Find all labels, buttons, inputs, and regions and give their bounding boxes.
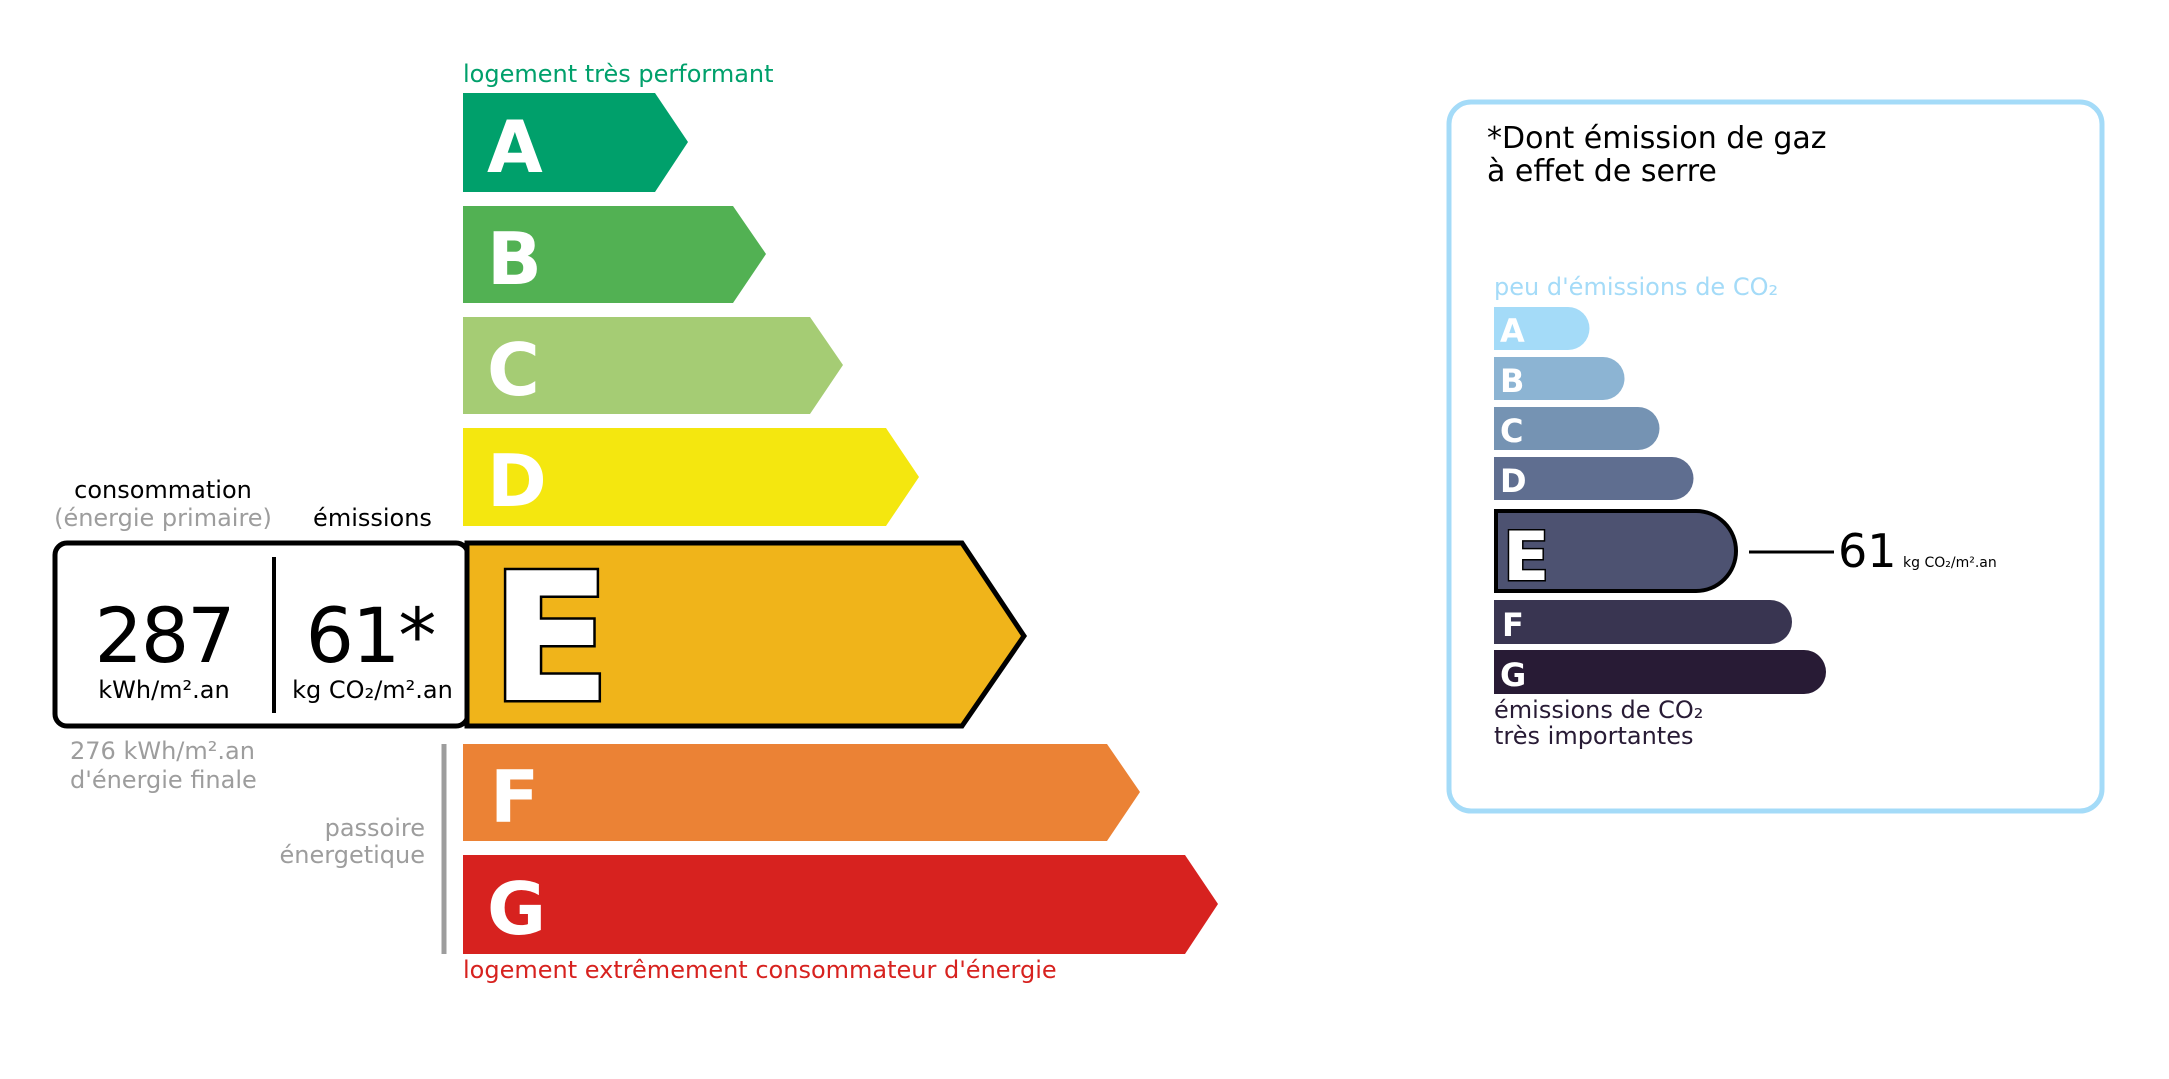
ghg-title-line1: *Dont émission de gaz <box>1487 121 1827 156</box>
ghg-letter-d: D <box>1500 462 1527 500</box>
energy-bar-a <box>463 93 688 192</box>
emissions-label: émissions <box>313 504 432 532</box>
ghg-bar-a <box>1494 307 1590 350</box>
energy-letter-e: E <box>490 535 612 742</box>
energy-letter-f: F <box>490 755 539 839</box>
ghg-unit: kg CO₂/m².an <box>1903 555 1997 571</box>
consumption-label: consommation <box>74 476 252 504</box>
emissions-unit: kg CO₂/m².an <box>292 676 453 704</box>
energy-bar-f <box>463 744 1140 841</box>
energy-bar-e-current <box>464 540 1028 729</box>
ghg-bar-b <box>1494 357 1625 400</box>
energy-bar-b <box>463 206 766 303</box>
consumption-unit: kWh/m².an <box>98 676 230 704</box>
energy-letter-d: D <box>487 439 547 523</box>
ghg-letter-c: C <box>1500 412 1523 450</box>
passoire-line2: énergetique <box>279 841 425 869</box>
energy-bar-g <box>463 855 1218 954</box>
ghg-bottom-label-line1: émissions de CO₂ <box>1494 696 1704 724</box>
ghg-letter-b: B <box>1500 362 1524 400</box>
ghg-letter-e: E <box>1503 518 1549 597</box>
ghg-bar-g <box>1494 650 1826 694</box>
energy-top-label: logement très performant <box>463 60 774 88</box>
energy-letter-c: C <box>487 328 540 412</box>
emissions-value: 61* <box>305 591 437 680</box>
energy-letter-a: A <box>487 105 543 189</box>
ghg-value: 61 <box>1838 524 1897 578</box>
ghg-letter-f: F <box>1502 606 1524 644</box>
energy-letter-g: G <box>487 867 546 951</box>
final-energy-line1: 276 kWh/m².an <box>70 737 255 765</box>
consumption-sublabel: (énergie primaire) <box>54 504 272 532</box>
ghg-bar-c <box>1494 407 1660 450</box>
ghg-bar-f <box>1494 600 1792 644</box>
ghg-bar-d <box>1494 457 1694 500</box>
passoire-line1: passoire <box>324 814 425 842</box>
energy-bar-d <box>463 428 919 526</box>
ghg-bottom-label-line2: très importantes <box>1494 722 1694 750</box>
ghg-letter-a: A <box>1500 312 1525 350</box>
energy-bottom-label: logement extrêmement consommateur d'éner… <box>463 956 1057 984</box>
consumption-value: 287 <box>94 591 235 680</box>
ghg-title-line2: à effet de serre <box>1487 154 1717 189</box>
ghg-bar-e-current <box>1494 509 1738 593</box>
energy-bar-c <box>463 317 843 414</box>
final-energy-line2: d'énergie finale <box>70 766 257 794</box>
energy-letter-b: B <box>487 217 542 301</box>
ghg-letter-g: G <box>1500 656 1526 694</box>
ghg-top-label: peu d'émissions de CO₂ <box>1494 273 1779 301</box>
